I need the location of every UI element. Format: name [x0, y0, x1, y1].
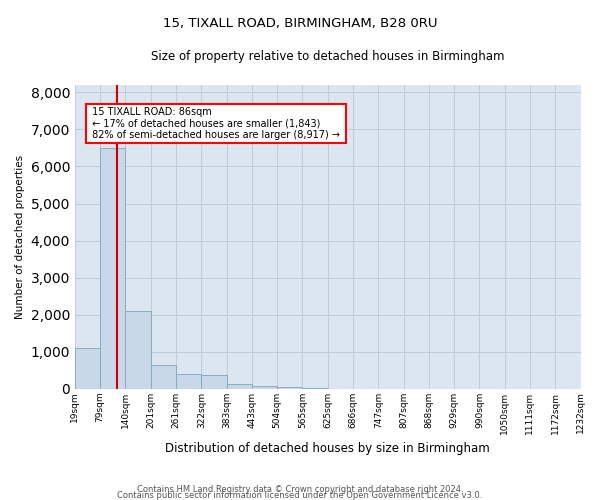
Bar	[277, 388, 302, 389]
Bar	[151, 364, 176, 389]
Bar	[100, 148, 125, 389]
Bar	[202, 375, 227, 389]
X-axis label: Distribution of detached houses by size in Birmingham: Distribution of detached houses by size …	[166, 442, 490, 455]
Text: 15 TIXALL ROAD: 86sqm
 ← 17% of detached houses are smaller (1,843)
 82% of semi: 15 TIXALL ROAD: 86sqm ← 17% of detached …	[89, 107, 343, 140]
Bar	[252, 386, 277, 389]
Bar	[227, 384, 252, 389]
Text: 15, TIXALL ROAD, BIRMINGHAM, B28 0RU: 15, TIXALL ROAD, BIRMINGHAM, B28 0RU	[163, 18, 437, 30]
Bar	[302, 388, 328, 389]
Text: Contains public sector information licensed under the Open Government Licence v3: Contains public sector information licen…	[118, 490, 482, 500]
Bar	[125, 311, 151, 389]
Bar	[75, 348, 100, 389]
Title: Size of property relative to detached houses in Birmingham: Size of property relative to detached ho…	[151, 50, 505, 63]
Text: Contains HM Land Registry data © Crown copyright and database right 2024.: Contains HM Land Registry data © Crown c…	[137, 484, 463, 494]
Bar	[176, 374, 202, 389]
Y-axis label: Number of detached properties: Number of detached properties	[15, 155, 25, 319]
